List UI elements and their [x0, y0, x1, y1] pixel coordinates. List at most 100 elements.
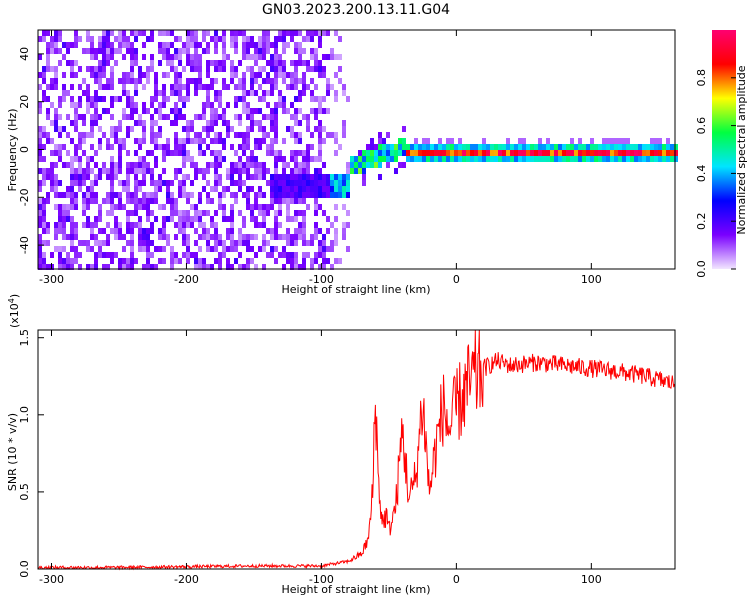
- spectrogram-cell: [262, 132, 266, 138]
- spectrogram-cell: [186, 234, 190, 240]
- spectrogram-cell: [262, 54, 266, 60]
- spectrogram-cell: [194, 240, 198, 246]
- spectrogram-cell: [126, 240, 130, 246]
- spectrogram-cell: [322, 30, 326, 36]
- spectrogram-cell: [110, 132, 114, 138]
- spectrogram-cell: [462, 144, 466, 150]
- spectrogram-cell: [298, 120, 302, 126]
- spectrogram-cell: [486, 150, 490, 156]
- spectrogram-cell: [382, 156, 386, 162]
- spectrogram-cell: [334, 240, 338, 246]
- spectrogram-cell: [150, 138, 154, 144]
- spectrogram-cell: [582, 144, 586, 150]
- spectrogram-cell: [662, 156, 666, 162]
- spectrogram-cell: [214, 132, 218, 138]
- spectrogram-cell: [294, 150, 298, 156]
- spectrogram-cell: [486, 156, 490, 162]
- spectrogram-cell: [50, 66, 54, 72]
- spectrogram-cell: [366, 162, 370, 168]
- spectrogram-cell: [90, 114, 94, 120]
- spectrogram-cell: [106, 222, 110, 228]
- spectrogram-cell: [138, 204, 142, 210]
- spectrogram-cell: [58, 102, 62, 108]
- spectrogram-cell: [242, 54, 246, 60]
- spectrogram-cell: [142, 198, 146, 204]
- spectrogram-cell: [106, 192, 110, 198]
- spectrogram-cell: [298, 42, 302, 48]
- spectrogram-cell: [42, 252, 46, 258]
- spectrogram-cell: [182, 174, 186, 180]
- spectrogram-cell: [78, 102, 82, 108]
- spectrogram-cell: [298, 168, 302, 174]
- spectrogram-cell: [150, 114, 154, 120]
- spectrogram-cell: [178, 210, 182, 216]
- spectrogram-cell: [70, 156, 74, 162]
- spectrogram-cell: [182, 192, 186, 198]
- spectrogram-cell: [86, 198, 90, 204]
- spectrogram-cell: [78, 132, 82, 138]
- spectrogram-cell: [274, 48, 278, 54]
- spectrogram-cell: [298, 78, 302, 84]
- spectrogram-cell: [274, 102, 278, 108]
- spectrogram-cell: [110, 192, 114, 198]
- spectrogram-cell: [186, 192, 190, 198]
- spectrogram-cell: [250, 210, 254, 216]
- spectrogram-cell: [122, 54, 126, 60]
- spectrogram-cell: [118, 180, 122, 186]
- spectrogram-cell: [226, 168, 230, 174]
- spectrogram-cell: [274, 174, 278, 180]
- spectrogram-cell: [206, 264, 210, 270]
- spectrogram-cell: [154, 144, 158, 150]
- spectrogram-cell: [626, 150, 630, 156]
- spectrogram-cell: [234, 66, 238, 72]
- spectrogram-cell: [46, 54, 50, 60]
- spectrogram-cell: [646, 150, 650, 156]
- spectrogram-cell: [446, 144, 450, 150]
- spectrogram-cell: [462, 150, 466, 156]
- spectrogram-cell: [62, 126, 66, 132]
- spectrogram-cell: [338, 258, 342, 264]
- spectrogram-cell: [74, 174, 78, 180]
- spectrogram-cell: [106, 138, 110, 144]
- spectrogram-cell: [186, 246, 190, 252]
- spectrogram-cell: [254, 72, 258, 78]
- spectrogram-cell: [222, 48, 226, 54]
- spectrogram-cell: [162, 72, 166, 78]
- spectrogram-cell: [226, 126, 230, 132]
- spectrogram-cell: [174, 252, 178, 258]
- spectrogram-cell: [158, 60, 162, 66]
- spectrogram-cell: [90, 264, 94, 270]
- spectrogram-cell: [502, 156, 506, 162]
- spectrogram-cell: [210, 216, 214, 222]
- spectrogram-cell: [242, 150, 246, 156]
- spectrogram-cell: [186, 42, 190, 48]
- spectrogram-cell: [58, 144, 62, 150]
- spectrogram-cell: [538, 138, 542, 144]
- spectrogram-cell: [302, 186, 306, 192]
- spectrogram-cell: [502, 144, 506, 150]
- spectrogram-cell: [242, 180, 246, 186]
- spectrogram-cell: [578, 138, 582, 144]
- spectrogram-cell: [198, 66, 202, 72]
- spectrogram-cell: [66, 90, 70, 96]
- spectrogram-cell: [62, 90, 66, 96]
- spectrogram-cell: [578, 156, 582, 162]
- spectrogram-cell: [186, 156, 190, 162]
- spectrogram-cell: [406, 156, 410, 162]
- spectrogram-cell: [378, 150, 382, 156]
- spectrogram-cell: [94, 120, 98, 126]
- spectrogram-cell: [218, 264, 222, 270]
- spectrogram-cell: [122, 30, 126, 36]
- spectrogram-cell: [210, 234, 214, 240]
- spectrogram-cell: [418, 144, 422, 150]
- spectrogram-cell: [190, 60, 194, 66]
- spectrogram-cell: [658, 138, 662, 144]
- spectrogram-cell: [94, 114, 98, 120]
- spectrogram-cell: [406, 144, 410, 150]
- spectrogram-cell: [122, 144, 126, 150]
- spectrogram-cell: [162, 180, 166, 186]
- spectrogram-cell: [162, 258, 166, 264]
- spectrogram-cell: [318, 246, 322, 252]
- spectrogram-cell: [102, 96, 106, 102]
- spectrogram-cell: [298, 108, 302, 114]
